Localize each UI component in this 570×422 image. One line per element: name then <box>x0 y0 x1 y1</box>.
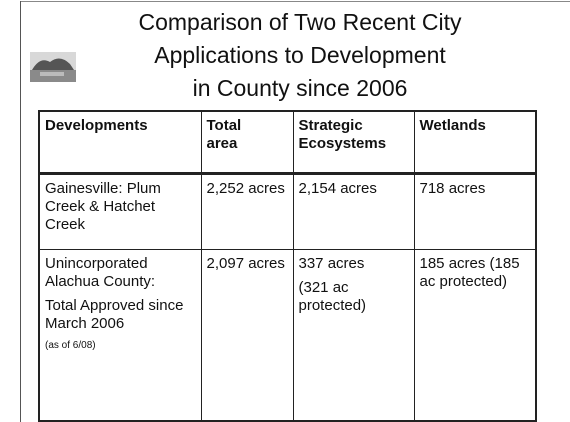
cell-text: Total Approved since March 2006 <box>45 297 196 333</box>
cell-text: 2,154 acres <box>299 180 409 198</box>
table-row: Gainesville: Plum Creek & Hatchet Creek 2… <box>39 174 536 250</box>
header-cell: Developments <box>39 111 201 174</box>
table-cell: 718 acres <box>414 174 536 250</box>
landscape-icon <box>30 52 76 82</box>
cell-text: 2,097 acres <box>207 255 288 273</box>
table-cell: 2,097 acres <box>201 250 293 422</box>
table-cell: 2,252 acres <box>201 174 293 250</box>
title-line: Comparison of Two Recent City <box>90 6 510 39</box>
header-text: area <box>207 135 288 153</box>
cell-text: 337 acres <box>299 255 409 273</box>
cell-text: Gainesville: Plum Creek & Hatchet Creek <box>45 180 196 234</box>
table-cell: 185 acres (185 ac protected) <box>414 250 536 422</box>
table-cell: Unincorporated Alachua County: Total Appr… <box>39 250 201 422</box>
cell-text: 718 acres <box>420 180 531 198</box>
table-cell: 337 acres (321 ac protected) <box>293 250 414 422</box>
header-text: Total <box>207 117 288 135</box>
header-text: Developments <box>45 117 196 135</box>
table-cell: Gainesville: Plum Creek & Hatchet Creek <box>39 174 201 250</box>
table-cell: 2,154 acres <box>293 174 414 250</box>
cell-text: (321 ac protected) <box>299 279 409 315</box>
header-text: Wetlands <box>420 117 531 135</box>
title-line: in County since 2006 <box>90 72 510 105</box>
header-text: Strategic <box>299 117 409 135</box>
page: Comparison of Two Recent CityApplication… <box>0 0 570 422</box>
cell-text: Unincorporated Alachua County: <box>45 255 196 291</box>
cell-text: (as of 6/08) <box>45 339 196 353</box>
header-cell: Wetlands <box>414 111 536 174</box>
icon-water <box>40 72 64 76</box>
cell-text: 2,252 acres <box>207 180 288 198</box>
header-text: Ecosystems <box>299 135 409 153</box>
cell-text: 185 acres (185 ac protected) <box>420 255 531 291</box>
frame-line <box>20 1 21 422</box>
table-row: Unincorporated Alachua County: Total Appr… <box>39 250 536 422</box>
title-line: Applications to Development <box>90 39 510 72</box>
frame-line <box>20 1 570 2</box>
